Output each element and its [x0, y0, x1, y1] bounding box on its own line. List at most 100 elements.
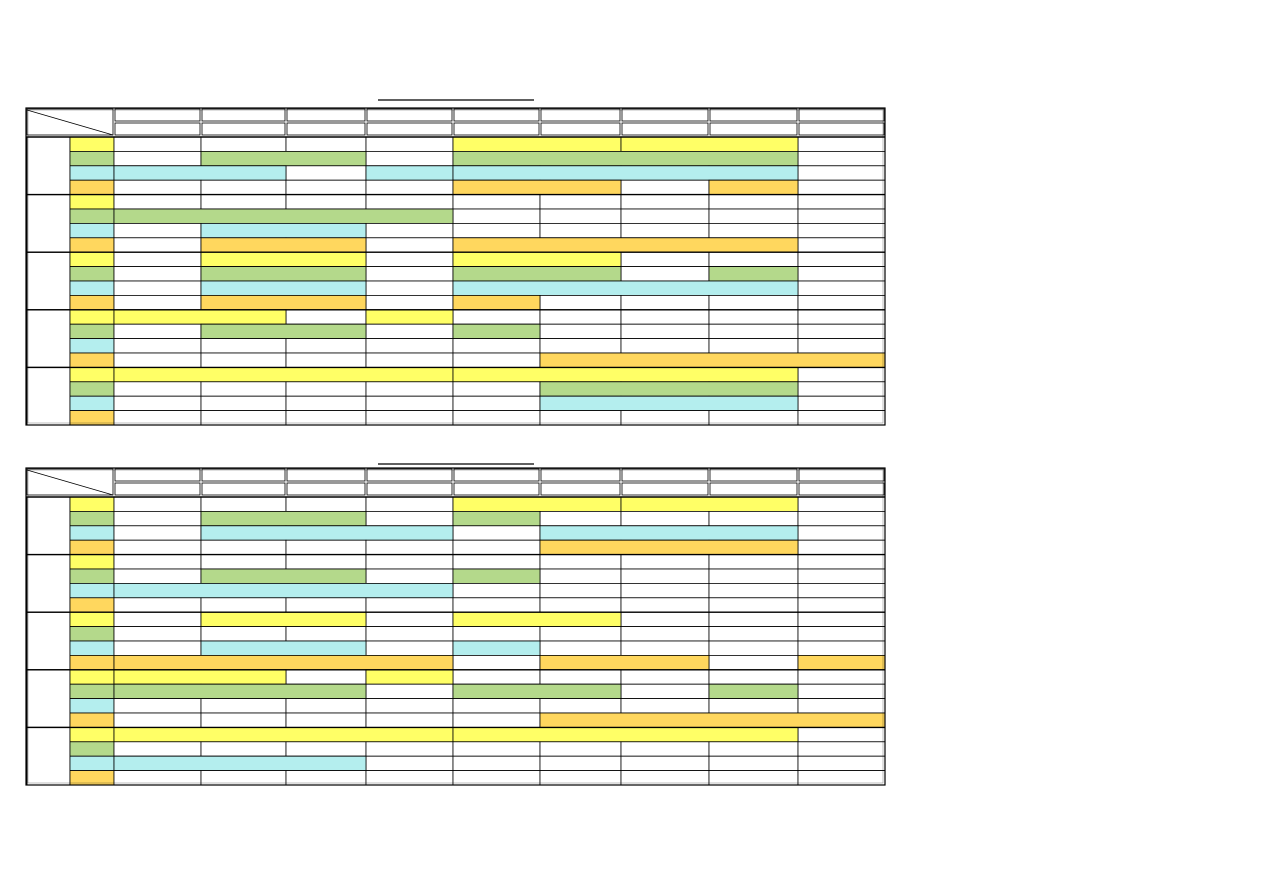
- cell: [200, 698, 287, 714]
- cell: [620, 222, 710, 239]
- cell: [285, 554, 367, 570]
- cell: [365, 741, 454, 757]
- schedule-block: [708, 266, 799, 282]
- schedule-block: [113, 683, 367, 700]
- schedule-block: [452, 323, 541, 340]
- cell: [285, 136, 367, 152]
- cell: [620, 266, 710, 282]
- schedule-block: [113, 655, 454, 671]
- cell: [285, 352, 367, 368]
- cell: [797, 741, 886, 757]
- cell: [365, 698, 454, 714]
- header-cell: [709, 482, 798, 496]
- row-color-label: [69, 381, 115, 397]
- cell: [797, 395, 886, 412]
- header-cell: [540, 482, 621, 496]
- row-color-label: [69, 165, 115, 181]
- row-color-label: [69, 669, 115, 685]
- table-border: [25, 467, 886, 786]
- cell: [200, 194, 287, 210]
- table-border: [25, 107, 886, 426]
- cell: [200, 539, 287, 556]
- schedule-block: [452, 136, 622, 152]
- header-cell: [798, 482, 885, 496]
- cell: [797, 136, 886, 152]
- schedule-block: [200, 266, 367, 282]
- cell: [452, 626, 541, 642]
- schedule-block: [113, 727, 454, 743]
- header-cell: [540, 468, 621, 482]
- header-cell: [114, 108, 201, 122]
- cell: [365, 179, 454, 195]
- table-border-inner: [27, 469, 884, 784]
- group-label-cell: [26, 309, 71, 368]
- schedule-block: [452, 568, 541, 584]
- row-color-label: [69, 755, 115, 772]
- row-color-label: [69, 554, 115, 570]
- schedule-block: [539, 539, 799, 556]
- row-color-label: [69, 366, 115, 383]
- schedule-block: [365, 669, 454, 685]
- cell: [539, 323, 622, 340]
- cell: [113, 510, 202, 527]
- schedule-block: [452, 165, 799, 181]
- header-cell: [540, 108, 621, 122]
- cell: [113, 381, 202, 397]
- schedule-block: [200, 323, 367, 340]
- row-color-label: [69, 352, 115, 368]
- row-color-label: [69, 323, 115, 340]
- cell: [708, 597, 799, 613]
- cell: [620, 251, 710, 267]
- cell: [797, 727, 886, 743]
- schedule-block: [200, 510, 367, 527]
- cell: [113, 237, 202, 253]
- schedule-block: [200, 294, 367, 311]
- cell: [539, 568, 622, 584]
- cell: [452, 352, 541, 368]
- cell: [113, 554, 202, 570]
- row-color-label: [69, 338, 115, 354]
- cell: [365, 136, 454, 152]
- header-cell: [201, 108, 286, 122]
- row-color-label: [69, 237, 115, 253]
- row-color-label: [69, 583, 115, 599]
- cell: [365, 395, 454, 412]
- cell: [797, 179, 886, 195]
- cell: [365, 381, 454, 397]
- cell: [620, 640, 710, 656]
- cell: [285, 712, 367, 728]
- group-label-cell: [26, 194, 71, 253]
- header-cell: [798, 468, 885, 482]
- cell: [113, 741, 202, 757]
- cell: [452, 309, 541, 325]
- schedule-block: [452, 237, 799, 253]
- cell: [539, 597, 622, 613]
- schedule-block: [200, 568, 367, 584]
- cell: [285, 539, 367, 556]
- cell: [452, 381, 541, 397]
- row-color-label: [69, 597, 115, 613]
- cell: [797, 309, 886, 325]
- cell: [620, 683, 710, 700]
- row-color-label: [69, 395, 115, 412]
- cell: [708, 698, 799, 714]
- cell: [285, 179, 367, 195]
- group-label-cell: [26, 554, 71, 613]
- cell: [452, 395, 541, 412]
- schedule-block: [452, 611, 622, 628]
- cell: [452, 525, 541, 541]
- cell: [452, 669, 541, 685]
- schedule-block: [452, 266, 622, 282]
- cell: [539, 194, 622, 210]
- header-cell: [286, 108, 366, 122]
- schedule-block: [620, 136, 799, 152]
- cell: [365, 640, 454, 656]
- cell: [365, 510, 454, 527]
- row-color-label: [69, 179, 115, 195]
- cell: [620, 755, 710, 772]
- cell: [285, 669, 367, 685]
- cell: [365, 755, 454, 772]
- cell: [365, 323, 454, 340]
- cell: [452, 583, 541, 599]
- cell: [200, 179, 287, 195]
